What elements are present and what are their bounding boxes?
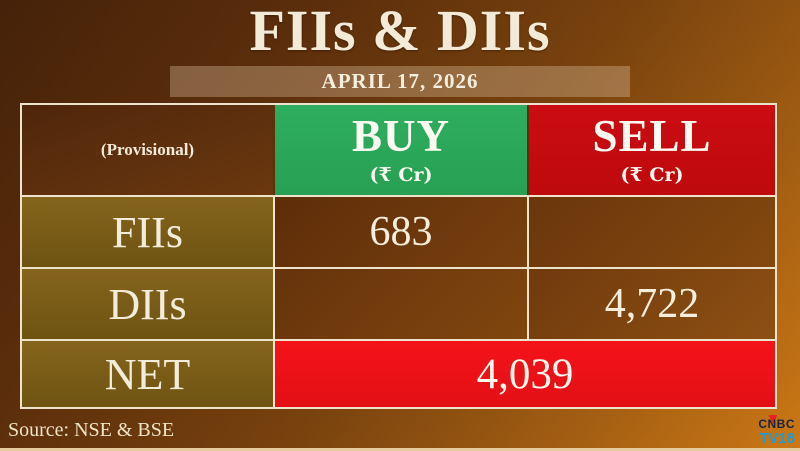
diis-row-label: DIIs [22, 269, 273, 339]
bottom-strip [0, 448, 800, 451]
diis-sell-value: 4,722 [529, 269, 775, 339]
cnbc-tv18-logo: CNBC TV18 [758, 415, 795, 447]
date-text: APRIL 17, 2026 [321, 69, 479, 93]
date-banner: APRIL 17, 2026 [170, 66, 630, 97]
cnbc-wordmark: CNBC [758, 415, 795, 431]
fiis-buy-value: 683 [275, 197, 527, 267]
provisional-label: (Provisional) [100, 140, 195, 159]
buy-header-cell: BUY (₹ Cr) [275, 105, 527, 195]
sell-header-cell: SELL (₹ Cr) [529, 105, 775, 195]
source-note: Source: NSE & BSE [8, 419, 175, 441]
sell-unit-label: (₹ Cr) [620, 164, 684, 187]
net-value: 4,039 [275, 341, 775, 407]
buy-header-label: BUY [351, 110, 450, 161]
fiis-row-label: FIIs [22, 197, 273, 267]
page-title: FIIs & DIIs [249, 0, 551, 63]
cnbc-flag-icon [768, 415, 778, 424]
provisional-header-cell: (Provisional) [22, 105, 273, 195]
tv18-text: TV18 [759, 430, 795, 447]
fiis-sell-value [529, 197, 775, 267]
net-row-label: NET [22, 341, 273, 407]
fii-dii-table: (Provisional) BUY (₹ Cr) SELL (₹ Cr) FII… [20, 103, 777, 409]
buy-unit-label: (₹ Cr) [369, 164, 433, 187]
header-divider [273, 105, 275, 195]
header-divider [527, 105, 529, 195]
sell-header-label: SELL [592, 110, 712, 161]
diis-buy-value [275, 269, 527, 339]
cnbc-text: CNBC [758, 417, 795, 431]
